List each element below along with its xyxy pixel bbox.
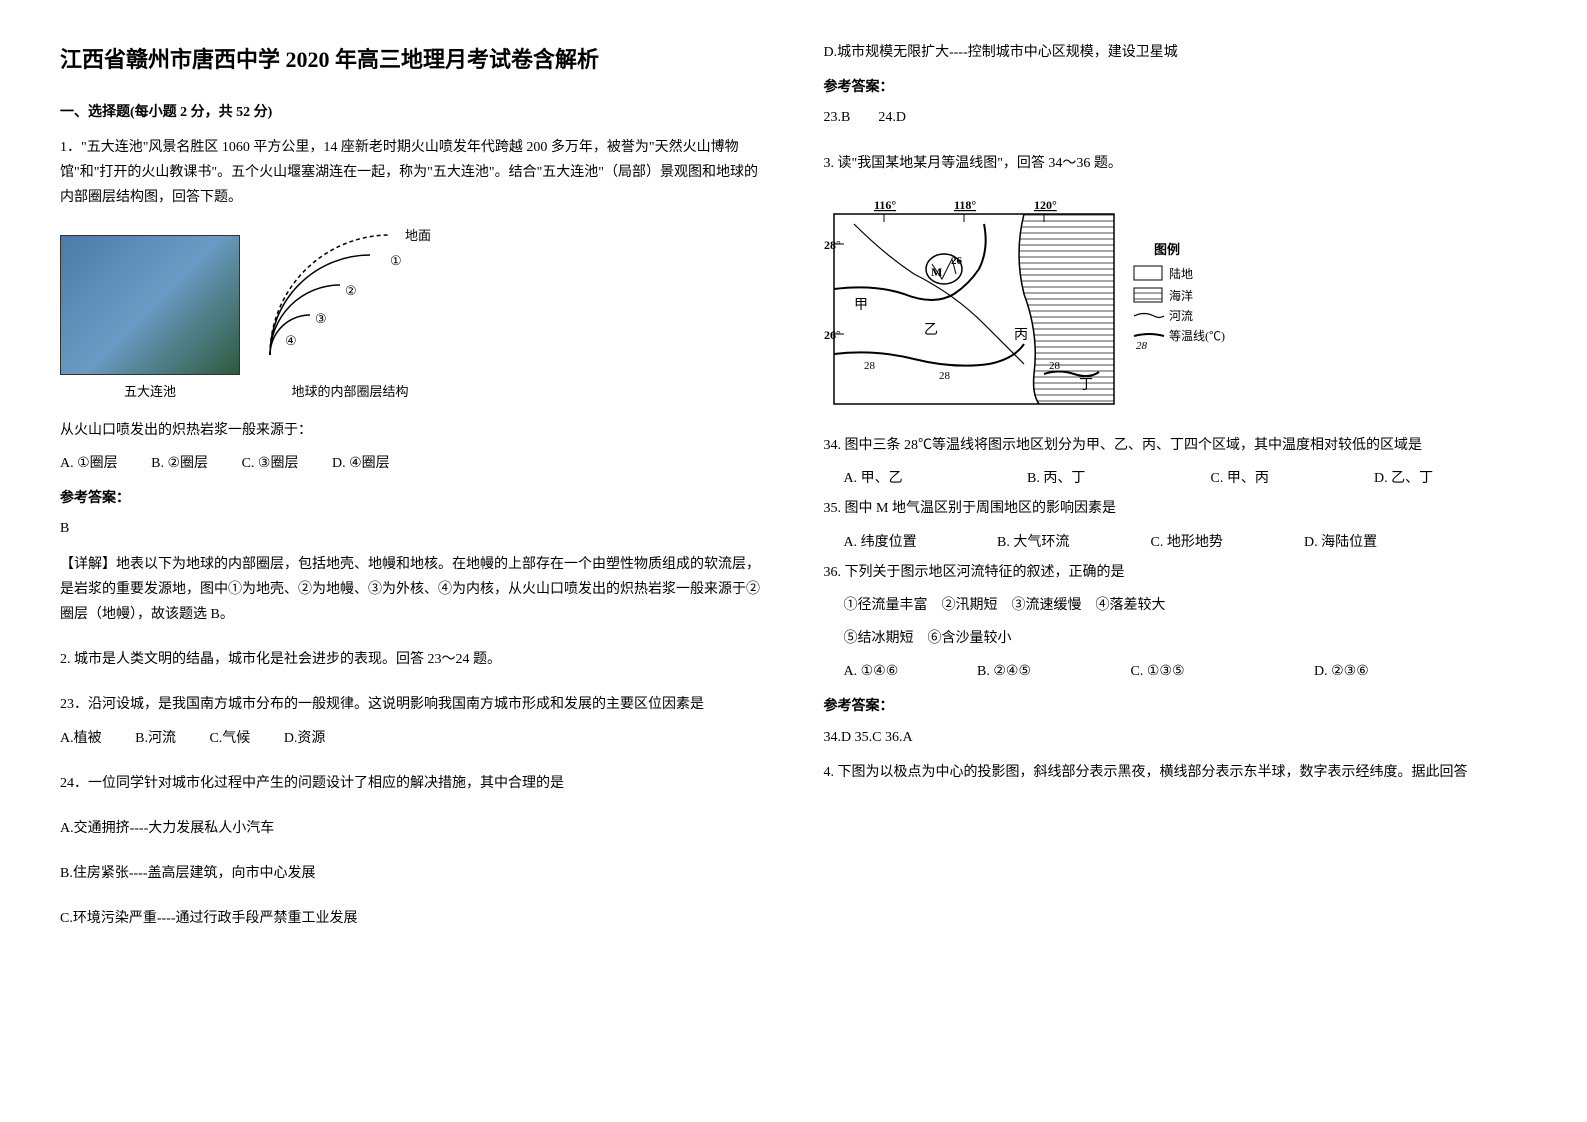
svg-text:陆地: 陆地 (1169, 266, 1193, 281)
svg-text:28: 28 (939, 370, 951, 382)
q24-optC: C.环境污染严重----通过行政手段严禁重工业发展 (60, 906, 764, 931)
q2-intro: 2. 城市是人类文明的结晶，城市化是社会进步的表现。回答 23～24 题。 (60, 647, 764, 672)
q36-optD: D. ②③⑥ (1314, 659, 1369, 684)
q1-optD: D. ④圈层 (332, 451, 390, 476)
svg-text:M: M (931, 265, 942, 279)
q1-diagram-caption: 地球的内部圈层结构 (260, 380, 440, 403)
surface-label: 地面 (405, 228, 431, 243)
svg-text:28°: 28° (824, 238, 841, 252)
q23-optB: B.河流 (135, 726, 176, 751)
left-column: 江西省赣州市唐西中学 2020 年高三地理月考试卷含解析 一、选择题(每小题 2… (60, 40, 764, 940)
q3-answer-label: 参考答案： (824, 694, 1528, 719)
q35-options: A. 纬度位置 B. 大气环流 C. 地形地势 D. 海陆位置 (824, 530, 1528, 555)
q24-optB: B.住房紧张----盖高层建筑，向市中心发展 (60, 861, 764, 886)
q35-stem: 35. 图中 M 地气温区别于周围地区的影响因素是 (824, 496, 1528, 521)
q1-intro: 1．"五大连池"风景名胜区 1060 平方公里，14 座新老时期火山喷发年代跨越… (60, 135, 764, 211)
q1-answer: B (60, 516, 764, 541)
q1-diagram-box: 地面 ① ② ③ ④ 地球的内部圈层结构 (260, 225, 440, 403)
q24-optD: D.城市规模无限扩大----控制城市中心区规模，建设卫星城 (824, 40, 1528, 65)
q23-optD: D.资源 (284, 726, 326, 751)
svg-text:乙: 乙 (924, 322, 938, 338)
q35-optA: A. 纬度位置 (844, 530, 954, 555)
q3-answer: 34.D 35.C 36.A (824, 725, 1528, 750)
svg-text:等温线(℃): 等温线(℃) (1169, 329, 1225, 343)
layer3-label: ③ (315, 311, 327, 326)
svg-text:28: 28 (1049, 360, 1061, 372)
isotherm-map: 116° 118° 120° 28° 26° (824, 194, 1244, 414)
q34-options: A. 甲、乙 B. 丙、丁 C. 甲、丙 D. 乙、丁 (824, 466, 1528, 491)
svg-text:28: 28 (864, 360, 876, 372)
layer2-label: ② (345, 283, 357, 298)
q36-optC: C. ①③⑤ (1131, 659, 1271, 684)
q23-stem: 23．沿河设城，是我国南方城市分布的一般规律。这说明影响我国南方城市形成和发展的… (60, 692, 764, 717)
q2-answer-label: 参考答案： (824, 75, 1528, 100)
q34-optC: C. 甲、丙 (1211, 466, 1331, 491)
q36-options: A. ①④⑥ B. ②④⑤ C. ①③⑤ D. ②③⑥ (824, 659, 1528, 684)
q34-optA: A. 甲、乙 (844, 466, 984, 491)
q23-optC: C.气候 (209, 726, 250, 751)
q1-explanation: 【详解】地表以下为地球的内部圈层，包括地壳、地幔和地核。在地幔的上部存在一个由塑… (60, 552, 764, 628)
q36-optB: B. ②④⑤ (977, 659, 1087, 684)
q1-answer-label: 参考答案： (60, 486, 764, 511)
q35-optC: C. 地形地势 (1151, 530, 1261, 555)
svg-text:120°: 120° (1034, 198, 1057, 212)
q35-optD: D. 海陆位置 (1304, 530, 1377, 555)
q1-options: A. ①圈层 B. ②圈层 C. ③圈层 D. ④圈层 (60, 451, 764, 476)
layer1-label: ① (390, 253, 402, 268)
svg-text:图例: 图例 (1154, 242, 1180, 257)
svg-text:118°: 118° (954, 198, 976, 212)
q34-stem: 34. 图中三条 28℃等温线将图示地区划分为甲、乙、丙、丁四个区域，其中温度相… (824, 433, 1528, 458)
section-header: 一、选择题(每小题 2 分，共 52 分) (60, 100, 764, 125)
document-title: 江西省赣州市唐西中学 2020 年高三地理月考试卷含解析 (60, 40, 764, 80)
svg-text:丁: 丁 (1079, 378, 1093, 393)
q34-optB: B. 丙、丁 (1027, 466, 1167, 491)
q36-items: ①径流量丰富 ②汛期短 ③流速缓慢 ④落差较大 (824, 593, 1528, 618)
q1-optA: A. ①圈层 (60, 451, 118, 476)
q2-answer: 23.B 24.D (824, 105, 1528, 130)
q34-optD: D. 乙、丁 (1374, 466, 1433, 491)
q4-intro: 4. 下图为以极点为中心的投影图，斜线部分表示黑夜，横线部分表示东半球，数字表示… (824, 760, 1528, 785)
svg-text:28: 28 (1136, 340, 1148, 352)
q24-stem: 24．一位同学针对城市化过程中产生的问题设计了相应的解决措施，其中合理的是 (60, 771, 764, 796)
svg-text:26: 26 (951, 255, 963, 267)
q35-optB: B. 大气环流 (997, 530, 1107, 555)
q1-photo-caption: 五大连池 (60, 380, 240, 403)
svg-text:海洋: 海洋 (1169, 288, 1193, 303)
svg-text:甲: 甲 (854, 298, 868, 313)
q1-photo-box: 五大连池 (60, 235, 240, 403)
q36-items2: ⑤结冰期短 ⑥含沙量较小 (824, 626, 1528, 651)
svg-text:26°: 26° (824, 328, 841, 342)
q3-intro: 3. 读"我国某地某月等温线图"，回答 34～36 题。 (824, 151, 1528, 176)
right-column: D.城市规模无限扩大----控制城市中心区规模，建设卫星城 参考答案： 23.B… (824, 40, 1528, 940)
earth-layers-diagram: 地面 ① ② ③ ④ (260, 225, 440, 365)
svg-text:河流: 河流 (1169, 309, 1193, 323)
svg-text:丙: 丙 (1014, 328, 1028, 343)
q36-stem: 36. 下列关于图示地区河流特征的叙述，正确的是 (824, 560, 1528, 585)
layer4-label: ④ (285, 333, 297, 348)
q36-optA: A. ①④⑥ (844, 659, 934, 684)
q1-optB: B. ②圈层 (151, 451, 208, 476)
q23-optA: A.植被 (60, 726, 102, 751)
q23-options: A.植被 B.河流 C.气候 D.资源 (60, 726, 764, 751)
q1-stem: 从火山口喷发出的炽热岩浆一般来源于： (60, 418, 764, 443)
q24-optA: A.交通拥挤----大力发展私人小汽车 (60, 816, 764, 841)
q1-optC: C. ③圈层 (242, 451, 299, 476)
svg-text:116°: 116° (874, 198, 896, 212)
q1-images: 五大连池 地面 ① ② ③ ④ 地球的内部圈层结构 (60, 225, 764, 403)
q1-photo (60, 235, 240, 375)
